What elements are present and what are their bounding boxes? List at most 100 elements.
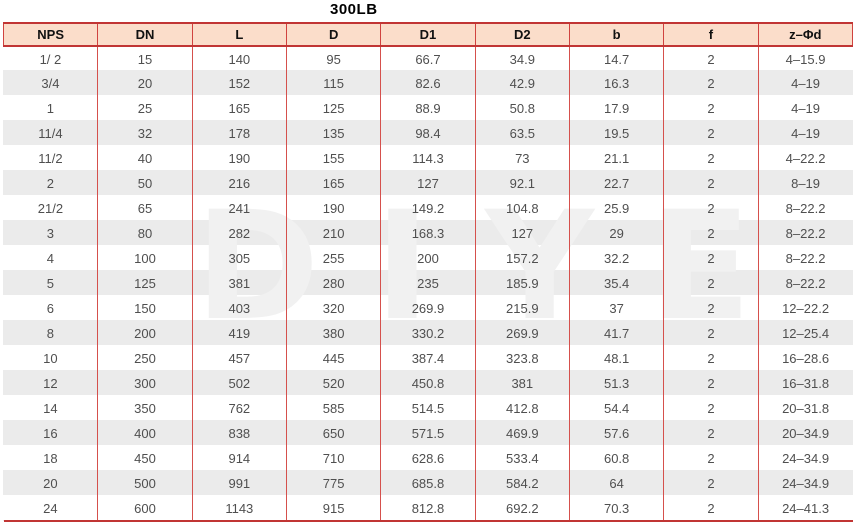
table-cell: 127: [474, 221, 570, 246]
table-cell: 98.4: [380, 121, 476, 146]
table-cell: 21/2: [3, 196, 99, 221]
table-cell: 125: [285, 96, 382, 121]
table-cell: 2: [663, 471, 759, 496]
table-cell: 600: [97, 496, 193, 522]
table-cell: 20: [97, 71, 193, 96]
table-cell: 8–19: [757, 171, 853, 196]
table-cell: 2: [663, 121, 759, 146]
table-cell: 215.9: [474, 296, 570, 321]
table-body: 1/ 2 15 140 95 66.7 34.9 14.7 2 4–15.9 3/4 20 152 11…: [3, 46, 853, 522]
column-header: f: [663, 22, 759, 47]
table-cell: 8–22.2: [757, 246, 853, 271]
table-cell: 190: [285, 196, 382, 221]
table-cell: 40: [97, 146, 193, 171]
flange-dimensions-table: NPS DN L D D1 D2 b f z–Φd 1/ 2 15 140 95 66.7 34.9 14.…: [2, 22, 854, 522]
table-cell: 216: [191, 171, 287, 196]
table-row: 4 100 305 255 200 157.2 32.2 2 8–22.2: [3, 246, 853, 271]
table-cell: 502: [191, 371, 287, 396]
table-cell: 10: [3, 346, 99, 371]
table-cell: 6: [3, 296, 99, 321]
table-cell: 2: [663, 96, 759, 121]
table-cell: 450: [97, 446, 193, 471]
table-cell: 25: [97, 96, 193, 121]
table-cell: 114.3: [380, 146, 476, 171]
table-cell: 2: [663, 321, 759, 346]
table-cell: 3/4: [3, 71, 99, 96]
table-cell: 255: [285, 246, 382, 271]
table-cell: 100: [97, 246, 193, 271]
table-cell: 51.3: [568, 371, 665, 396]
table-row: 8 200 419 380 330.2 269.9 41.7 2 12–25.4: [3, 321, 853, 346]
table-cell: 3: [3, 221, 99, 246]
table-cell: 82.6: [380, 71, 476, 96]
table-row: 3 80 282 210 168.3 127 29 2 8–22.2: [3, 221, 853, 246]
table-cell: 66.7: [380, 46, 476, 71]
table-cell: 64: [568, 471, 665, 496]
table-cell: 381: [191, 271, 287, 296]
table-cell: 32: [97, 121, 193, 146]
table-cell: 838: [191, 421, 287, 446]
table-cell: 305: [191, 246, 287, 271]
table-cell: 457: [191, 346, 287, 371]
table-cell: 152: [191, 71, 287, 96]
column-header: D: [285, 22, 382, 47]
table-cell: 63.5: [474, 121, 570, 146]
table-cell: 812.8: [380, 496, 476, 522]
table-cell: 50.8: [474, 96, 570, 121]
table-cell: 155: [285, 146, 382, 171]
table-cell: 104.8: [474, 196, 570, 221]
table-cell: 350: [97, 396, 193, 421]
table-cell: 50: [97, 171, 193, 196]
table-cell: 4–19: [757, 96, 853, 121]
table-row: 6 150 403 320 269.9 215.9 37 2 12–22.2: [3, 296, 853, 321]
table-cell: 8–22.2: [757, 221, 853, 246]
table-cell: 2: [663, 446, 759, 471]
table-cell: 2: [663, 421, 759, 446]
table-cell: 135: [285, 121, 382, 146]
table-cell: 4–19: [757, 121, 853, 146]
table-cell: 2: [663, 71, 759, 96]
table-cell: 14: [3, 396, 99, 421]
table-cell: 991: [191, 471, 287, 496]
table-cell: 12–25.4: [757, 321, 853, 346]
table-cell: 241: [191, 196, 287, 221]
table-cell: 24–41.3: [757, 496, 853, 522]
table-cell: 585: [285, 396, 382, 421]
table-row: 10 250 457 445 387.4 323.8 48.1 2 16–28.6: [3, 346, 853, 371]
table-cell: 915: [285, 496, 382, 522]
table-cell: 650: [285, 421, 382, 446]
table-cell: 269.9: [474, 321, 570, 346]
column-header: NPS: [2, 22, 99, 47]
table-cell: 1: [3, 96, 99, 121]
table-cell: 11/2: [3, 146, 99, 171]
table-header: NPS DN L D D1 D2 b f z–Φd: [2, 22, 854, 47]
table-cell: 41.7: [568, 321, 665, 346]
table-row: 5 125 381 280 235 185.9 35.4 2 8–22.2: [3, 271, 853, 296]
table-cell: 2: [663, 196, 759, 221]
table-cell: 2: [663, 346, 759, 371]
table-cell: 419: [191, 321, 287, 346]
table-cell: 70.3: [568, 496, 665, 522]
table-cell: 37: [568, 296, 665, 321]
table-row: 3/4 20 152 115 82.6 42.9 16.3 2 4–19: [3, 71, 853, 96]
table-row: 11/2 40 190 155 114.3 73 21.1 2 4–22.2: [3, 146, 853, 171]
table-cell: 16–28.6: [757, 346, 853, 371]
table-row: 16 400 838 650 571.5 469.9 57.6 2 20–34.9: [3, 421, 853, 446]
table-cell: 4: [3, 246, 99, 271]
table-cell: 300: [97, 371, 193, 396]
table-cell: 2: [663, 396, 759, 421]
table-row: 21/2 65 241 190 149.2 104.8 25.9 2 8–22.2: [3, 196, 853, 221]
table-cell: 200: [380, 246, 476, 271]
table-cell: 445: [285, 346, 382, 371]
table-cell: 514.5: [380, 396, 476, 421]
table-cell: 165: [285, 171, 382, 196]
table-cell: 500: [97, 471, 193, 496]
table-cell: 628.6: [380, 446, 476, 471]
table-cell: 710: [285, 446, 382, 471]
table-cell: 18: [3, 446, 99, 471]
table-cell: 168.3: [380, 221, 476, 246]
table-cell: 17.9: [568, 96, 665, 121]
table-cell: 165: [191, 96, 287, 121]
table-cell: 4–22.2: [757, 146, 853, 171]
